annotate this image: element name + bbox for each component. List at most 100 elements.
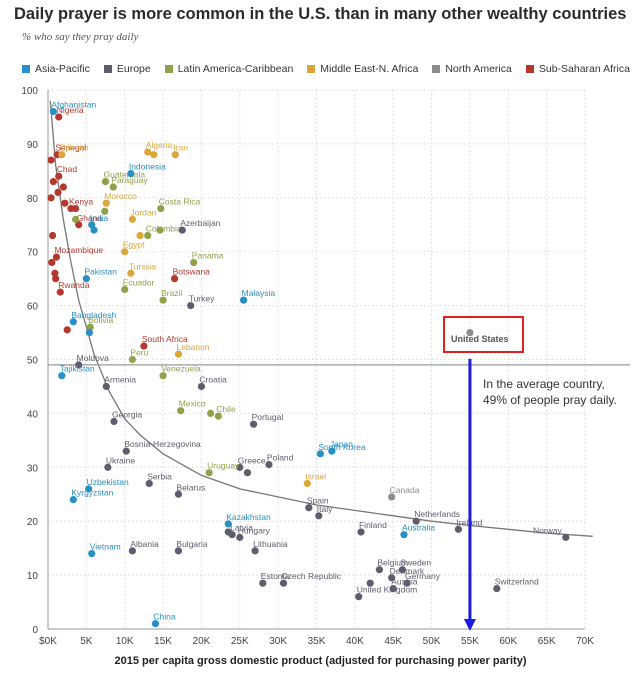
legend-item-north-america: North America — [432, 63, 512, 75]
data-point — [265, 461, 273, 469]
data-label: United Kingdom — [357, 585, 417, 595]
data-point — [454, 525, 463, 533]
data-label: Pakistan — [84, 267, 117, 277]
x-tick-label: 20K — [193, 636, 211, 647]
legend-label-sub-saharan-africa: Sub-Saharan Africa — [538, 63, 630, 75]
chart-axes: 0 10 20 30 40 50 60 70 80 90 100 $0K 5K 10K 15K 20K 25K 3… — [21, 86, 594, 647]
data-label: Kazakhstan — [226, 512, 271, 522]
data-point — [59, 183, 67, 191]
data-point — [128, 355, 136, 364]
data-point — [58, 151, 66, 159]
legend-item-sub-saharan-africa: Sub-Saharan Africa — [525, 63, 630, 75]
data-point — [122, 447, 130, 455]
y-tick-label: 30 — [27, 463, 39, 474]
data-label: Lebanon — [176, 342, 209, 352]
data-point — [121, 248, 129, 256]
data-point — [389, 584, 397, 593]
data-point — [156, 226, 164, 234]
data-point — [69, 318, 77, 326]
data-label: Chile — [216, 404, 236, 414]
x-tick-label: 25K — [231, 636, 249, 647]
data-point — [58, 372, 66, 380]
legend-item-middle-east: Middle East-N. Africa — [307, 63, 418, 75]
data-point — [151, 620, 159, 628]
data-point — [121, 285, 129, 294]
data-point — [63, 326, 71, 334]
data-label: Colombia — [146, 224, 182, 234]
average-annotation: In the average country, 49% of people pr… — [483, 376, 633, 408]
data-label: Morocco — [104, 191, 137, 201]
legend-label-latin-america: Latin America-Caribbean — [177, 63, 294, 75]
data-point — [400, 531, 408, 539]
data-point — [236, 533, 244, 541]
data-label: Nigeria — [57, 105, 84, 115]
data-point — [140, 342, 148, 350]
data-point — [159, 372, 167, 380]
data-point — [104, 463, 112, 471]
data-point — [170, 275, 179, 283]
data-label: Afghanistan — [51, 100, 96, 110]
x-tick-label: 5K — [80, 636, 93, 647]
data-point — [86, 323, 94, 331]
data-point — [109, 183, 117, 191]
us-highlight-label: United States — [451, 334, 509, 344]
data-point — [145, 479, 153, 488]
annotation-line-1: In the average country, — [483, 377, 605, 391]
data-label: Ukraine — [106, 455, 136, 465]
data-point — [375, 566, 384, 574]
data-point — [88, 549, 96, 558]
y-tick-label: 10 — [27, 571, 39, 582]
data-label: Rwanda — [58, 280, 89, 290]
data-point — [412, 517, 420, 525]
data-label: Bulgaria — [176, 539, 207, 549]
data-point — [47, 194, 55, 202]
data-label: Austria — [391, 577, 418, 587]
data-point — [562, 533, 570, 541]
data-point — [171, 151, 179, 159]
data-label: Hungary — [238, 525, 271, 535]
trend-curve-path — [49, 100, 593, 537]
data-label: Iran — [173, 143, 188, 153]
data-label: Bangladesh — [71, 310, 116, 320]
y-tick-label: 100 — [21, 86, 38, 97]
data-label: Mozambique — [54, 245, 103, 255]
data-label: Brazil — [161, 288, 182, 298]
chart-subtitle: % who say they pray daily — [22, 31, 139, 43]
legend-label-middle-east: Middle East-N. Africa — [320, 63, 419, 75]
data-label: Peru — [130, 348, 148, 358]
data-point — [174, 490, 183, 498]
data-point — [90, 226, 98, 234]
data-point — [52, 253, 61, 261]
data-label: Tunisia — [129, 261, 156, 271]
data-label: Germany — [405, 571, 441, 581]
data-point — [388, 493, 396, 501]
data-point — [110, 417, 118, 426]
data-label: Algeria — [146, 140, 173, 150]
legend-swatch-asia-pacific — [22, 65, 30, 73]
data-point — [82, 275, 90, 283]
data-point — [303, 479, 311, 488]
data-label: Japan — [330, 439, 353, 449]
data-point — [388, 574, 396, 582]
y-tick-label: 0 — [32, 625, 38, 636]
data-point — [315, 512, 323, 520]
data-point — [259, 579, 267, 587]
data-label: Belgium — [377, 558, 408, 568]
legend-swatch-europe — [103, 65, 112, 73]
data-point — [214, 412, 222, 420]
chart-title: Daily prayer is more common in the U.S. … — [14, 5, 627, 23]
data-label: South Korea — [318, 442, 366, 452]
y-tick-label: 70 — [27, 248, 39, 259]
data-label: Bosnia-Herzegovina — [124, 439, 201, 449]
data-point — [55, 113, 63, 121]
data-point — [49, 231, 57, 240]
data-label: Kyrgyzstan — [71, 488, 113, 498]
data-label: Costa Rica — [159, 197, 201, 207]
data-label: Turkey — [189, 294, 215, 304]
data-label: Uruguay — [207, 461, 240, 471]
y-tick-label: 90 — [27, 140, 39, 151]
y-tick-label: 40 — [27, 409, 39, 420]
data-label: Norway — [533, 525, 563, 535]
data-point — [127, 169, 135, 178]
chart-legend: Asia-Pacific Europe Latin America-Caribb… — [22, 63, 630, 75]
